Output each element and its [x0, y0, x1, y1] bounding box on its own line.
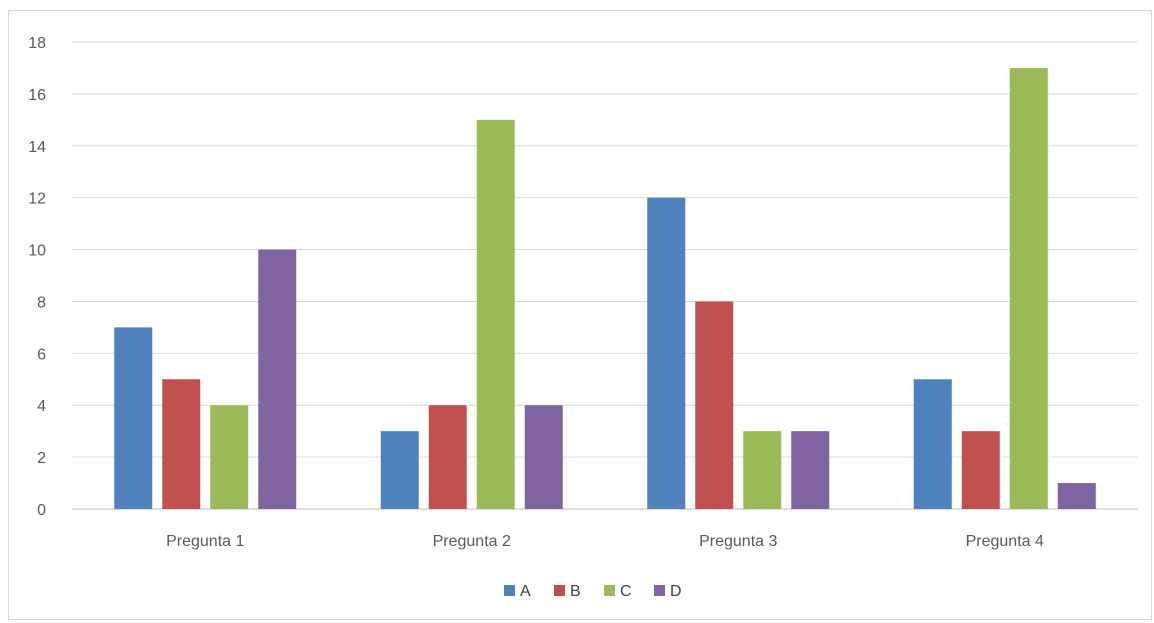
legend-swatch-A [504, 585, 515, 596]
legend-label-C: C [620, 583, 632, 600]
bar-B-4 [961, 431, 1000, 509]
y-tick-label: 2 [37, 450, 46, 467]
bar-D-2 [524, 405, 563, 509]
y-tick-label: 8 [37, 294, 46, 311]
bar-D-3 [791, 431, 830, 509]
x-tick-label: Pregunta 2 [433, 533, 511, 550]
bar-D-4 [1057, 483, 1096, 509]
y-tick-label: 18 [28, 35, 46, 52]
bar-B-3 [695, 301, 734, 509]
bar-C-3 [743, 431, 782, 509]
bar-C-4 [1009, 67, 1048, 509]
y-tick-label: 14 [28, 139, 46, 156]
bar-A-2 [380, 431, 419, 509]
legend-swatch-D [654, 585, 665, 596]
bar-D-1 [258, 249, 297, 510]
legend-label-A: A [520, 583, 531, 600]
x-tick-label: Pregunta 1 [166, 533, 244, 550]
chart-frame [8, 10, 1152, 620]
bar-C-1 [210, 405, 249, 509]
legend-swatch-C [604, 585, 615, 596]
x-tick-label: Pregunta 4 [966, 533, 1044, 550]
gridlines [72, 41, 1138, 510]
x-axis-ticks: Pregunta 1 Pregunta 2 Pregunta 3 Pregunta 4 [166, 533, 1044, 550]
bar-A-4 [913, 379, 952, 509]
bar-B-1 [162, 379, 201, 509]
y-tick-label: 10 [28, 243, 46, 260]
bar-A-1 [114, 327, 153, 509]
bar-B-2 [428, 405, 467, 509]
y-tick-label: 12 [28, 191, 46, 208]
legend: A B C D [504, 583, 682, 600]
y-tick-label: 6 [37, 346, 46, 363]
bar-A-3 [647, 197, 686, 509]
legend-label-B: B [570, 583, 581, 600]
x-tick-label: Pregunta 3 [699, 533, 777, 550]
legend-label-D: D [670, 583, 682, 600]
legend-swatch-B [554, 585, 565, 596]
y-axis-ticks: 0 2 4 6 8 10 12 14 16 18 [28, 35, 46, 519]
y-tick-label: 16 [28, 87, 46, 104]
bars [114, 67, 1096, 510]
y-tick-label: 4 [37, 398, 46, 415]
y-tick-label: 0 [37, 502, 46, 519]
bar-C-2 [476, 119, 515, 509]
